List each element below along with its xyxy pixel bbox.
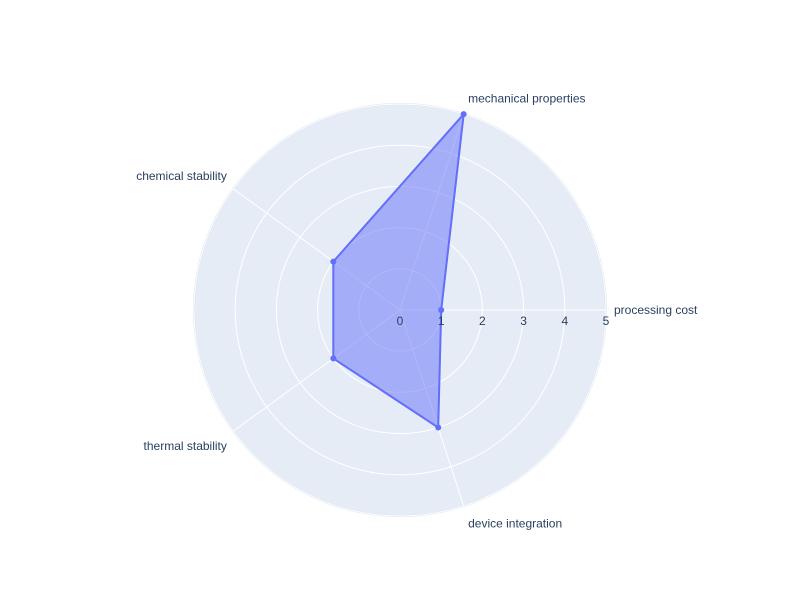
axis-label-chemical-stability: chemical stability <box>136 169 227 183</box>
data-point-4[interactable] <box>435 424 442 431</box>
data-point-3[interactable] <box>330 355 337 362</box>
series-area <box>332 113 465 429</box>
radial-tick-label: 1 <box>438 314 445 328</box>
radial-tick-labels: 0 1 2 3 4 5 <box>397 314 610 328</box>
data-point-1[interactable] <box>460 111 467 118</box>
radial-tick-label: 2 <box>479 314 486 328</box>
axis-labels: processing cost mechanical properties chem… <box>136 92 698 531</box>
axis-label-processing-cost: processing cost <box>614 303 698 317</box>
radial-tick-label: 5 <box>603 314 610 328</box>
data-point-0[interactable] <box>438 307 445 313</box>
axis-label-thermal-stability: thermal stability <box>144 439 227 453</box>
radial-tick-label: 4 <box>561 314 568 328</box>
radial-tick-label: 0 <box>397 314 404 328</box>
radial-tick-label: 3 <box>520 314 527 328</box>
axis-label-mechanical-properties: mechanical properties <box>468 92 585 106</box>
data-area <box>330 111 467 431</box>
axis-label-device-integration: device integration <box>468 517 562 531</box>
data-point-2[interactable] <box>330 258 337 265</box>
